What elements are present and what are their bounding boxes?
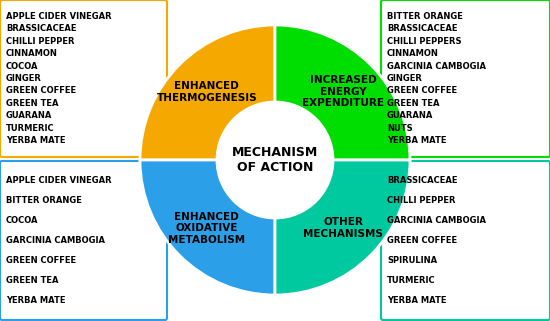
Text: TURMERIC: TURMERIC <box>6 124 54 133</box>
Text: OTHER
MECHANISMS: OTHER MECHANISMS <box>303 217 383 239</box>
Text: GREEN COFFEE: GREEN COFFEE <box>387 86 457 95</box>
FancyBboxPatch shape <box>381 0 550 157</box>
Text: TURMERIC: TURMERIC <box>387 276 436 285</box>
Text: COCOA: COCOA <box>6 216 38 225</box>
FancyBboxPatch shape <box>0 0 167 157</box>
Wedge shape <box>275 160 410 295</box>
Wedge shape <box>140 160 275 295</box>
Text: COCOA: COCOA <box>6 62 38 71</box>
FancyBboxPatch shape <box>381 161 550 320</box>
Text: ENHANCED
THERMOGENESIS: ENHANCED THERMOGENESIS <box>156 81 257 103</box>
Wedge shape <box>140 25 275 160</box>
Text: CHILLI PEPPER: CHILLI PEPPER <box>387 196 455 205</box>
Text: BRASSICACEAE: BRASSICACEAE <box>6 24 76 33</box>
Text: INCREASED
ENERGY
EXPENDITURE: INCREASED ENERGY EXPENDITURE <box>302 75 384 108</box>
Text: GINGER: GINGER <box>6 74 42 83</box>
Text: YERBA MATE: YERBA MATE <box>387 136 447 145</box>
Text: GINGER: GINGER <box>387 74 423 83</box>
Text: GARCINIA CAMBOGIA: GARCINIA CAMBOGIA <box>387 62 486 71</box>
Text: GUARANA: GUARANA <box>6 111 52 120</box>
Text: GARCINIA CAMBOGIA: GARCINIA CAMBOGIA <box>387 216 486 225</box>
Text: GREEN COFFEE: GREEN COFFEE <box>6 86 76 95</box>
Text: BITTER ORANGE: BITTER ORANGE <box>6 196 82 205</box>
Text: CINNAMON: CINNAMON <box>387 49 439 58</box>
Text: NUTS: NUTS <box>387 124 412 133</box>
Text: YERBA MATE: YERBA MATE <box>387 296 447 305</box>
Text: GREEN TEA: GREEN TEA <box>387 99 439 108</box>
Text: BITTER ORANGE: BITTER ORANGE <box>387 12 463 21</box>
Text: MECHANISM
OF ACTION: MECHANISM OF ACTION <box>232 146 318 174</box>
Text: GREEN TEA: GREEN TEA <box>6 99 58 108</box>
FancyBboxPatch shape <box>0 161 167 320</box>
Text: GREEN COFFEE: GREEN COFFEE <box>387 236 457 245</box>
Text: GARCINIA CAMBOGIA: GARCINIA CAMBOGIA <box>6 236 105 245</box>
Text: GUARANA: GUARANA <box>387 111 433 120</box>
Wedge shape <box>275 25 410 160</box>
Text: BRASSICACEAE: BRASSICACEAE <box>387 24 458 33</box>
Text: SPIRULINA: SPIRULINA <box>387 256 437 265</box>
Text: YERBA MATE: YERBA MATE <box>6 296 65 305</box>
Text: CHILLI PEPPERS: CHILLI PEPPERS <box>387 37 461 46</box>
Text: GREEN COFFEE: GREEN COFFEE <box>6 256 76 265</box>
Text: CINNAMON: CINNAMON <box>6 49 58 58</box>
Text: APPLE CIDER VINEGAR: APPLE CIDER VINEGAR <box>6 177 112 186</box>
Text: ENHANCED
OXIDATIVE
METABOLISM: ENHANCED OXIDATIVE METABOLISM <box>168 212 245 245</box>
Text: BRASSICACEAE: BRASSICACEAE <box>387 177 458 186</box>
Text: APPLE CIDER VINEGAR: APPLE CIDER VINEGAR <box>6 12 112 21</box>
Text: GREEN TEA: GREEN TEA <box>6 276 58 285</box>
Text: CHILLI PEPPER: CHILLI PEPPER <box>6 37 74 46</box>
Text: YERBA MATE: YERBA MATE <box>6 136 65 145</box>
